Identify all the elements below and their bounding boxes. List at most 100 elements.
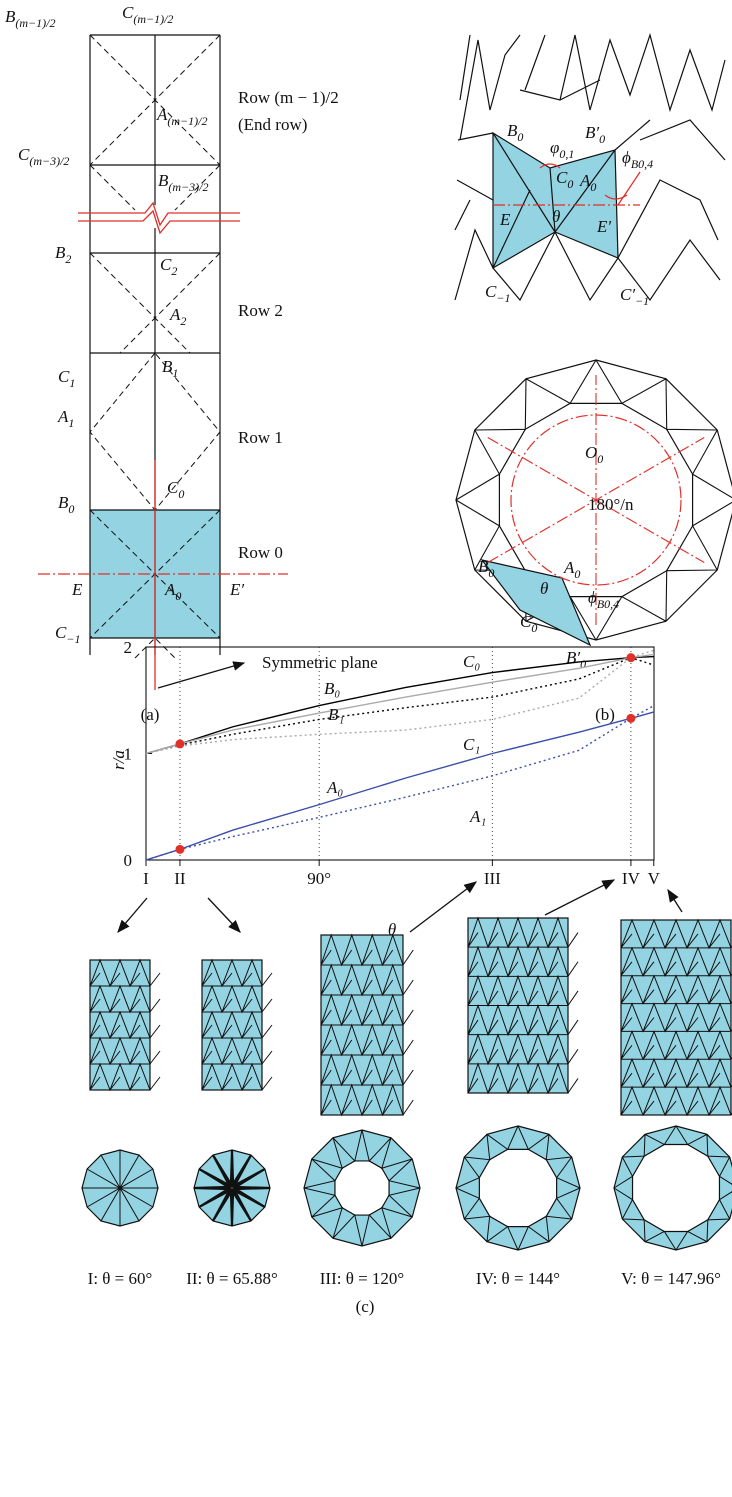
- label-sub: 0,1: [559, 147, 574, 161]
- label-sub: (m−1)/2: [133, 12, 173, 26]
- label-base: ϕ: [622, 148, 631, 167]
- label-base: B: [55, 243, 66, 262]
- point-label: E: [499, 210, 511, 229]
- label-base: ϕ: [588, 588, 597, 607]
- y-tick-label: 2: [124, 638, 133, 657]
- state-caption: IV: θ = 144°: [476, 1269, 560, 1288]
- series-label: C₀: [463, 652, 480, 671]
- label-base: C: [122, 3, 134, 22]
- x-tick-label: III: [484, 869, 501, 888]
- point-label: E′: [229, 580, 244, 599]
- series-label: A₀: [326, 778, 343, 797]
- y-axis-label: r/a: [109, 750, 128, 770]
- label-sub: (m−1)/2: [167, 114, 207, 128]
- series-label: B₀: [324, 679, 340, 698]
- label-base: C: [520, 612, 532, 631]
- y-tick-label: 0: [124, 851, 133, 870]
- label-sub: 1: [68, 416, 74, 430]
- point-label: θ: [540, 579, 548, 598]
- label-base: O: [585, 443, 597, 462]
- label-base: C: [485, 282, 497, 301]
- label-sub: 0: [574, 567, 580, 581]
- label-sub: B0,4: [631, 157, 653, 171]
- state-caption: V: θ = 147.96°: [621, 1269, 721, 1288]
- state-caption: II: θ = 65.88°: [186, 1269, 278, 1288]
- label-base: E′: [596, 217, 611, 236]
- label-sub: 0: [590, 180, 596, 194]
- label-base: C: [58, 367, 70, 386]
- row-label: (End row): [238, 115, 307, 134]
- label-sub: 0: [68, 502, 74, 516]
- label-base: C: [167, 478, 179, 497]
- caption: (a): [141, 705, 160, 724]
- label-base: B: [162, 357, 173, 376]
- row-label: Row (m − 1)/2: [238, 88, 339, 107]
- series-label: A₁: [469, 807, 486, 826]
- label-base: A: [57, 407, 69, 426]
- label-sub: 0: [567, 177, 573, 191]
- point-label: E: [71, 580, 83, 599]
- symmetric-plane-label: Symmetric plane: [262, 653, 378, 672]
- label-base: B′: [585, 123, 599, 142]
- label-base: C′: [620, 285, 635, 304]
- point-label: θ: [552, 207, 560, 226]
- label-base: C: [556, 168, 568, 187]
- label-sub: 2: [65, 252, 71, 266]
- state-caption: I: θ = 60°: [88, 1269, 153, 1288]
- ring-hole: [335, 1161, 389, 1215]
- marker: [175, 739, 184, 748]
- label-sub: 0: [178, 487, 184, 501]
- label-sub: B0,4: [597, 597, 619, 611]
- label-sub: (m−1)/2: [15, 16, 55, 30]
- marker: [175, 845, 184, 854]
- row-label: Row 2: [238, 301, 283, 320]
- caption: (b): [595, 705, 615, 724]
- point-label: E′: [596, 217, 611, 236]
- label-base: B: [58, 493, 69, 512]
- label-base: A: [169, 305, 181, 324]
- label-base: C: [160, 255, 172, 274]
- label-sub: 0: [597, 452, 603, 466]
- marker: [626, 653, 635, 662]
- label-base: A: [164, 580, 176, 599]
- ring-hole: [633, 1145, 720, 1232]
- label-sub: 2: [171, 264, 177, 278]
- label-base: A: [563, 558, 575, 577]
- angle-label: 180°/n: [588, 495, 634, 514]
- x-tick-label: I: [143, 869, 149, 888]
- label-sub: 2: [180, 314, 186, 328]
- row-label: Row 0: [238, 543, 283, 562]
- label-sub: −1: [66, 632, 80, 646]
- label-base: A: [156, 105, 168, 124]
- caption: (c): [356, 1297, 375, 1316]
- state-caption: III: θ = 120°: [320, 1269, 405, 1288]
- label-sub: 1: [69, 376, 75, 390]
- label-base: C: [55, 623, 67, 642]
- label-sub: 0: [488, 566, 494, 580]
- label-sub: 0: [580, 657, 586, 671]
- x-tick-label: II: [174, 869, 186, 888]
- x-tick-label: 90°: [307, 869, 331, 888]
- label-sub: (m−3)/2: [168, 180, 208, 194]
- label-sub: 0: [599, 132, 605, 146]
- label-base: θ: [552, 207, 560, 226]
- label-sub: (m−3)/2: [29, 154, 69, 168]
- label-sub: −1: [496, 291, 510, 305]
- label-sub: −1: [635, 294, 649, 308]
- row-label: Row 1: [238, 428, 283, 447]
- x-tick-label: IV: [622, 869, 641, 888]
- label-sub: 0: [175, 589, 181, 603]
- figure: (a) (b) (c) Symmetric plane 180°/n B(m−1…: [0, 0, 732, 1497]
- label-base: θ: [540, 579, 548, 598]
- label-base: B: [5, 7, 16, 26]
- label-base: C: [18, 145, 30, 164]
- marker: [626, 714, 635, 723]
- series-label: C₁: [463, 735, 480, 754]
- label-sub: 0: [517, 130, 523, 144]
- label-base: B: [478, 557, 489, 576]
- label-base: A: [579, 171, 591, 190]
- label-base: φ: [550, 138, 559, 157]
- label-base: B′: [566, 648, 580, 667]
- ring-hole: [479, 1149, 556, 1226]
- label-base: E′: [229, 580, 244, 599]
